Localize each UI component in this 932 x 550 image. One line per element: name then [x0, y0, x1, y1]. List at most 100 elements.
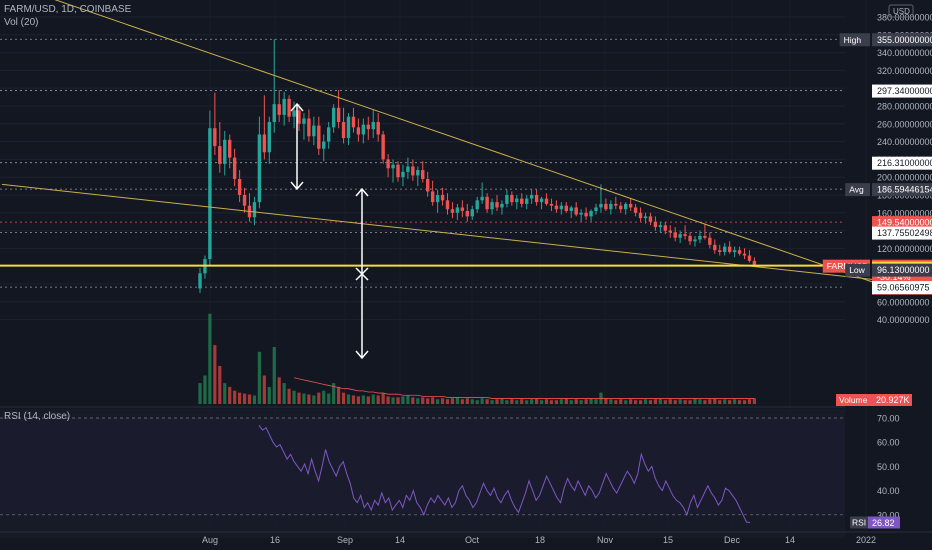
volume-bar: [228, 386, 232, 404]
volume-bar: [500, 398, 504, 404]
candle-body: [411, 166, 415, 176]
volume-bar: [252, 395, 257, 404]
candle-body: [752, 260, 757, 266]
volume-bar: [629, 399, 633, 404]
volume-bar: [530, 399, 534, 404]
candle-body: [727, 246, 732, 252]
rsi-tick-label: 60.00: [877, 438, 900, 448]
volume-bar: [643, 399, 648, 404]
candle-body: [223, 139, 227, 164]
volume-bar: [574, 399, 578, 404]
candle-body: [604, 203, 608, 210]
price-label-value: 59.06560975: [877, 283, 930, 293]
candle-body: [297, 110, 301, 124]
price-label-value: 216.31000000: [877, 158, 932, 168]
candle-body: [327, 127, 331, 142]
volume-bar: [653, 399, 657, 404]
candle-body: [614, 203, 618, 206]
candle-body: [282, 98, 286, 115]
price-label-value: 297.34000000: [877, 86, 932, 96]
volume-bar: [495, 399, 499, 404]
candle-body: [351, 116, 356, 128]
volume-bar: [332, 383, 336, 404]
candle-body: [599, 203, 603, 208]
volume-bar: [366, 396, 370, 404]
candle-body: [371, 122, 375, 130]
candle-body: [495, 202, 499, 208]
volume-bar: [535, 398, 539, 404]
volume-bar: [292, 390, 296, 404]
price-tick-label: 160.00000000: [877, 208, 932, 218]
volume-bar: [247, 394, 252, 404]
volume-bar: [733, 399, 737, 404]
candle-body: [331, 107, 336, 128]
volume-bar: [445, 399, 450, 404]
volume-bar: [480, 398, 484, 404]
volume-bar: [485, 399, 489, 404]
volume-bar: [401, 396, 405, 404]
volume-bar: [267, 386, 271, 404]
candle-body: [381, 134, 385, 160]
candle-body: [529, 195, 534, 199]
candle-body: [579, 212, 583, 215]
volume-bar: [257, 351, 261, 404]
candle-body: [242, 195, 247, 206]
candle-body: [421, 170, 425, 179]
candle-body: [252, 202, 257, 218]
candle-body: [302, 118, 306, 124]
candle-body: [406, 166, 410, 172]
volume-bar: [282, 383, 286, 404]
volume-bar: [544, 399, 549, 404]
time-tick-label: 2022: [856, 535, 876, 545]
volume-bar: [208, 313, 212, 404]
candle-body: [346, 116, 351, 139]
candle-body: [673, 232, 677, 238]
candle-body: [336, 107, 341, 123]
candle-body: [505, 195, 509, 204]
price-tick-label: 60.00000000: [877, 297, 930, 307]
candle-body: [475, 200, 479, 210]
volume-bar: [262, 375, 266, 404]
candle-body: [510, 195, 514, 203]
volume-bar: [698, 399, 702, 404]
candle-body: [440, 195, 445, 201]
candle-body: [272, 104, 276, 123]
volume-bar: [317, 392, 321, 404]
volume-bar: [634, 400, 638, 404]
candle-body: [396, 164, 400, 178]
rsi-tag: [850, 516, 868, 529]
price-label-tag: [845, 183, 870, 197]
candle-body: [356, 127, 361, 135]
volume-bar: [426, 398, 430, 404]
volume-bar: [708, 399, 712, 404]
time-tick-label: 18: [535, 535, 545, 545]
candle-body: [485, 196, 489, 210]
candle-body: [292, 110, 296, 117]
candle-body: [668, 230, 672, 233]
price-label-value: 186.59446154: [877, 185, 932, 195]
price-label-tag: [845, 263, 870, 277]
time-tick-label: 16: [270, 535, 280, 545]
volume-bar: [233, 390, 237, 404]
candle-body: [663, 225, 667, 231]
volume-bar: [564, 398, 568, 404]
currency-label: USD: [893, 7, 910, 16]
candle-body: [648, 216, 653, 222]
volume-bar: [327, 393, 331, 404]
volume-bar: [752, 398, 756, 404]
candle-body: [549, 203, 554, 206]
volume-bar: [322, 390, 326, 404]
volume-bar: [559, 399, 563, 404]
candle-body: [698, 235, 702, 240]
volume-bar: [223, 383, 227, 404]
volume-bar: [218, 366, 222, 404]
candle-body: [723, 246, 727, 252]
volume-ma-line: [293, 377, 755, 399]
price-label-value: 137.75502498: [877, 228, 932, 238]
candle-body: [633, 207, 638, 213]
volume-bar: [525, 400, 529, 404]
volume-bar: [450, 398, 455, 404]
time-tick-label: 15: [663, 535, 673, 545]
candle-body: [287, 98, 291, 117]
